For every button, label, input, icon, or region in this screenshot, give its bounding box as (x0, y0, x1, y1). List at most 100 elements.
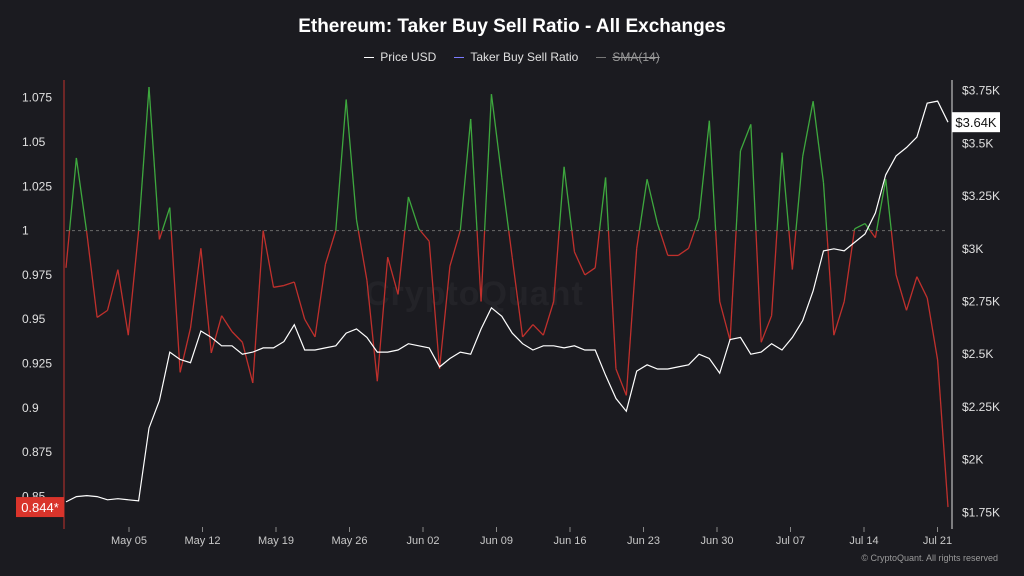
ratio-segment-46-0 (542, 301, 555, 336)
ratio-segment-25-0 (324, 230, 337, 265)
copyright-text: © CryptoQuant. All rights reserved (861, 553, 998, 563)
left-axis-tick-5: 0.975 (22, 268, 52, 282)
ratio-segment-28-1 (357, 230, 368, 281)
x-axis-tick-3: May 26 (331, 535, 367, 547)
right-axis-tick-4: $2.75K (962, 295, 1000, 309)
legend-item-sma[interactable]: SMA(14) (596, 50, 660, 64)
ratio-segment-77-1 (869, 230, 876, 239)
x-axis-tick-0: May 05 (111, 535, 147, 547)
ratio-segment-26-0 (335, 99, 347, 231)
ratio-segment-69-0 (781, 152, 790, 231)
left-axis-tick-1: 0.875 (22, 445, 52, 459)
x-axis-tick-5: Jun 09 (480, 535, 513, 547)
x-axis-tick-8: Jun 30 (700, 535, 733, 547)
right-axis-tick-7: $3.5K (962, 136, 993, 150)
ratio-segment-51-1 (598, 177, 607, 231)
price-last-value-bg (952, 112, 1000, 133)
ratio-segment-48-0 (563, 166, 573, 231)
ratio-segment-57-0 (656, 223, 661, 231)
ratio-segment-65-0 (739, 124, 752, 152)
x-axis-tick-9: Jul 07 (776, 535, 805, 547)
ratio-segment-79-0 (885, 179, 892, 231)
ratio-segment-59-0 (677, 247, 689, 256)
ratio-segment-68-1 (776, 152, 783, 231)
ratio-segment-19-0 (262, 230, 275, 288)
ratio-segment-0-0 (65, 230, 71, 268)
ratio-segment-71-0 (802, 101, 814, 157)
ratio-segment-64-1 (735, 150, 742, 231)
right-axis-tick-5: $3K (962, 242, 983, 256)
right-axis-tick-2: $2.25K (962, 400, 1000, 414)
ratio-segment-28-0 (355, 219, 360, 231)
ratio-segment-48-1 (571, 230, 576, 252)
ratio-segment-54-0 (625, 248, 638, 396)
ratio-segment-72-0 (812, 101, 825, 183)
legend-item-price[interactable]: Price USD (364, 50, 436, 64)
left-axis-tick-8: 1.05 (22, 135, 46, 149)
ratio-segment-78-0 (874, 230, 878, 238)
ratio-segment-57-1 (659, 230, 669, 256)
legend-label-ratio: Taker Buy Sell Ratio (470, 50, 579, 64)
ratio-segment-60-1 (694, 218, 700, 231)
legend-swatch-ratio (454, 56, 465, 58)
ratio-segment-47-0 (553, 230, 560, 302)
ratio-segment-82-0 (916, 276, 928, 299)
ratio-segment-70-1 (795, 156, 804, 231)
chart-title: Ethereum: Taker Buy Sell Ratio - All Exc… (298, 16, 726, 37)
ratio-segment-14-0 (210, 315, 223, 354)
ratio-segment-52-1 (607, 230, 617, 369)
ratio-last-value-label: 0.844* (21, 500, 59, 515)
ratio-segment-24-0 (314, 264, 327, 338)
ratio-segment-15-0 (221, 315, 233, 332)
ratio-segment-80-0 (895, 274, 908, 311)
ratio-segment-41-0 (490, 94, 503, 178)
ratio-segment-4-0 (106, 269, 119, 311)
ratio-segment-61-0 (698, 120, 710, 219)
ratio-segment-36-0 (438, 265, 451, 369)
ratio-segment-9-0 (158, 230, 163, 240)
ratio-segment-68-0 (770, 230, 778, 316)
ratio-segment-9-1 (161, 207, 171, 231)
ratio-segment-39-1 (476, 230, 482, 302)
ratio-segment-49-0 (573, 251, 586, 276)
ratio-segment-22-0 (293, 281, 306, 320)
ratio-segment-17-0 (241, 342, 254, 384)
ratio-segment-40-1 (483, 94, 493, 231)
watermark: CryptoQuant (365, 275, 584, 314)
ratio-segment-56-0 (646, 179, 659, 224)
x-axis-tick-6: Jun 16 (553, 535, 586, 547)
ratio-segment-2-0 (86, 232, 98, 318)
x-axis-tick-4: Jun 02 (406, 535, 439, 547)
ratio-segment-39-0 (470, 118, 478, 231)
left-axis-tick-4: 0.95 (22, 312, 46, 326)
ratio-segment-8-0 (148, 87, 160, 231)
left-axis-tick-6: 1 (22, 224, 29, 238)
left-axis-tick-7: 1.025 (22, 179, 52, 193)
legend-label-sma: SMA(14) (612, 50, 660, 64)
ratio-segment-42-1 (508, 230, 513, 258)
ratio-segment-37-0 (449, 230, 461, 267)
ratio-segment-75-0 (843, 230, 856, 302)
ratio-segment-73-0 (822, 182, 828, 231)
ratio-segment-51-0 (594, 230, 601, 268)
ratio-segment-27-0 (345, 99, 358, 221)
right-axis-tick-1: $2K (962, 453, 983, 467)
ratio-segment-0-1 (68, 157, 78, 231)
ratio-segment-32-1 (404, 196, 410, 231)
left-axis-tick-3: 0.925 (22, 357, 52, 371)
ratio-segment-55-1 (638, 179, 648, 231)
ratio-segment-50-0 (584, 267, 596, 276)
ratio-segment-34-1 (419, 230, 430, 242)
ratio-segment-21-0 (283, 281, 295, 287)
right-axis-tick-0: $1.75K (962, 505, 1000, 519)
legend-item-ratio[interactable]: Taker Buy Sell Ratio (454, 50, 578, 64)
ratio-segment-20-0 (273, 284, 285, 288)
right-axis-tick-6: $3.25K (962, 189, 1000, 203)
ratio-segment-29-0 (366, 280, 378, 382)
ratio-segment-62-1 (714, 230, 721, 302)
x-axis-tick-7: Jun 23 (627, 535, 660, 547)
ratio-segment-38-0 (459, 118, 472, 231)
ratio-segment-10-1 (170, 230, 181, 373)
ratio-segment-70-0 (791, 230, 797, 270)
